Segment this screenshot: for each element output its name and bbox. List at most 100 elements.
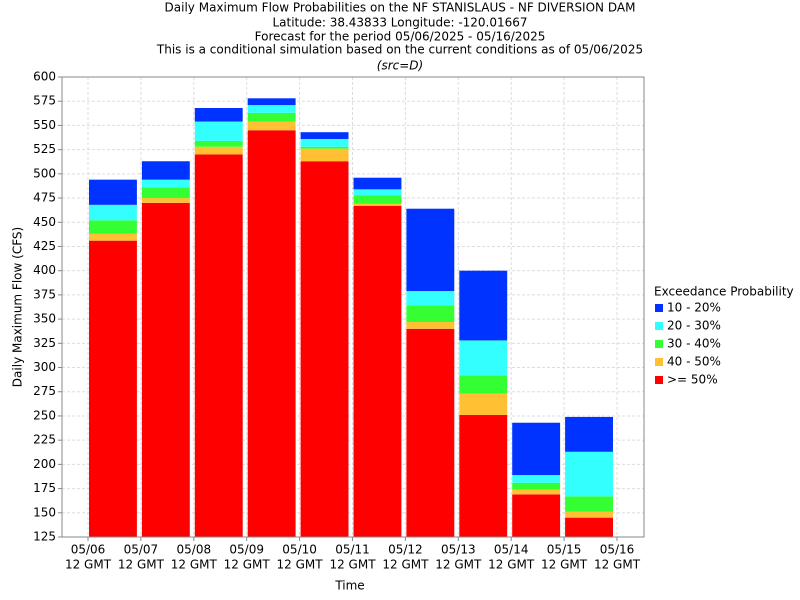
y-tick-label: 425 bbox=[33, 239, 56, 253]
bar-segment bbox=[565, 451, 613, 497]
bar-segment bbox=[194, 121, 243, 141]
bar-segment bbox=[565, 416, 613, 452]
bar-segment bbox=[512, 422, 561, 476]
subtitle: This is a conditional simulation based o… bbox=[156, 43, 643, 57]
bar-segment bbox=[89, 204, 137, 221]
x-tick-label: 12 GMT bbox=[224, 558, 271, 572]
x-tick-label: 12 GMT bbox=[594, 558, 641, 572]
bar-segment bbox=[565, 511, 613, 518]
bar-segment bbox=[89, 233, 137, 241]
bar-segment bbox=[459, 393, 508, 415]
bar-segment bbox=[353, 203, 402, 206]
bar-segment bbox=[512, 482, 561, 490]
y-tick-label: 300 bbox=[33, 360, 56, 374]
bar-segment bbox=[406, 291, 455, 306]
x-tick-label: 12 GMT bbox=[488, 558, 535, 572]
y-tick-label: 375 bbox=[33, 287, 56, 301]
bar-segment bbox=[247, 105, 296, 113]
bar-segment bbox=[353, 205, 402, 538]
x-tick-label: 05/13 bbox=[441, 543, 476, 557]
legend-swatch bbox=[655, 358, 663, 366]
chart-title: Daily Maximum Flow Probabilities on the … bbox=[165, 1, 636, 15]
bar-segment bbox=[89, 220, 137, 234]
bar-segment bbox=[300, 138, 349, 147]
legend-swatch bbox=[655, 376, 663, 384]
bar-segment bbox=[194, 107, 243, 122]
bar-segment bbox=[300, 146, 349, 149]
bar-segment bbox=[459, 375, 508, 394]
bar-segment bbox=[89, 179, 137, 205]
bar-segment bbox=[300, 161, 349, 537]
x-tick-label: 12 GMT bbox=[277, 558, 324, 572]
bar-segment bbox=[512, 489, 561, 495]
bar-segment bbox=[247, 121, 296, 131]
source-note: (src=D) bbox=[377, 59, 423, 73]
x-tick-label: 05/16 bbox=[600, 543, 635, 557]
x-tick-label: 12 GMT bbox=[118, 558, 165, 572]
bar-segment bbox=[353, 195, 402, 204]
x-tick-label: 05/09 bbox=[229, 543, 264, 557]
bar-segment bbox=[89, 240, 137, 538]
x-tick-label: 05/07 bbox=[124, 543, 159, 557]
y-tick-label: 175 bbox=[33, 481, 56, 495]
y-tick-label: 350 bbox=[33, 312, 56, 326]
y-tick-label: 550 bbox=[33, 118, 56, 132]
bar-segment bbox=[459, 270, 508, 341]
x-tick-label: 05/12 bbox=[388, 543, 423, 557]
bar-segment bbox=[141, 179, 190, 188]
x-tick-label: 12 GMT bbox=[329, 558, 376, 572]
bar-segment bbox=[406, 328, 455, 537]
bar-segment bbox=[565, 496, 613, 512]
legend-label: 40 - 50% bbox=[667, 355, 721, 369]
x-tick-label: 05/15 bbox=[547, 543, 582, 557]
y-axis-label: Daily Maximum Flow (CFS) bbox=[11, 227, 25, 387]
y-tick-label: 125 bbox=[33, 530, 56, 544]
legend-swatch bbox=[655, 304, 663, 312]
x-tick-label: 12 GMT bbox=[541, 558, 588, 572]
bar-segment bbox=[353, 189, 402, 196]
x-tick-label: 12 GMT bbox=[171, 558, 218, 572]
y-tick-label: 150 bbox=[33, 505, 56, 519]
bar-segment bbox=[141, 198, 190, 203]
bar-segment bbox=[194, 146, 243, 155]
x-tick-label: 12 GMT bbox=[382, 558, 429, 572]
bar-segment bbox=[194, 140, 243, 147]
y-tick-label: 525 bbox=[33, 142, 56, 156]
bar-segment bbox=[459, 414, 508, 537]
x-tick-label: 05/08 bbox=[177, 543, 212, 557]
x-tick-label: 12 GMT bbox=[65, 558, 112, 572]
bar-segment bbox=[247, 130, 296, 537]
y-tick-label: 400 bbox=[33, 263, 56, 277]
y-tick-label: 450 bbox=[33, 215, 56, 229]
y-tick-label: 250 bbox=[33, 408, 56, 422]
bar-segment bbox=[194, 154, 243, 537]
bar-segment bbox=[406, 322, 455, 329]
subtitle: Latitude: 38.43833 Longitude: -120.01667 bbox=[272, 16, 527, 30]
x-axis-label: Time bbox=[334, 579, 364, 593]
y-tick-label: 225 bbox=[33, 433, 56, 447]
x-tick-label: 05/11 bbox=[335, 543, 370, 557]
x-tick-label: 05/10 bbox=[282, 543, 317, 557]
bar-segment bbox=[459, 340, 508, 376]
y-tick-label: 600 bbox=[33, 70, 56, 84]
legend-label: 10 - 20% bbox=[667, 301, 721, 315]
legend-label: 30 - 40% bbox=[667, 337, 721, 351]
x-tick-label: 12 GMT bbox=[435, 558, 482, 572]
bar-segment bbox=[512, 494, 561, 537]
bar-segment bbox=[406, 208, 455, 292]
subtitle: Forecast for the period 05/06/2025 - 05/… bbox=[255, 30, 546, 44]
legend-label: >= 50% bbox=[667, 373, 718, 387]
legend-swatch bbox=[655, 340, 663, 348]
bar-segment bbox=[565, 517, 613, 537]
legend-label: 20 - 30% bbox=[667, 319, 721, 333]
bar-segment bbox=[512, 475, 561, 483]
bar-segment bbox=[247, 112, 296, 122]
y-tick-label: 200 bbox=[33, 457, 56, 471]
x-tick-label: 05/14 bbox=[494, 543, 529, 557]
bar-segment bbox=[406, 305, 455, 323]
bar-segment bbox=[141, 202, 190, 538]
bar-segment bbox=[300, 132, 349, 139]
y-tick-label: 575 bbox=[33, 94, 56, 108]
y-tick-label: 475 bbox=[33, 191, 56, 205]
